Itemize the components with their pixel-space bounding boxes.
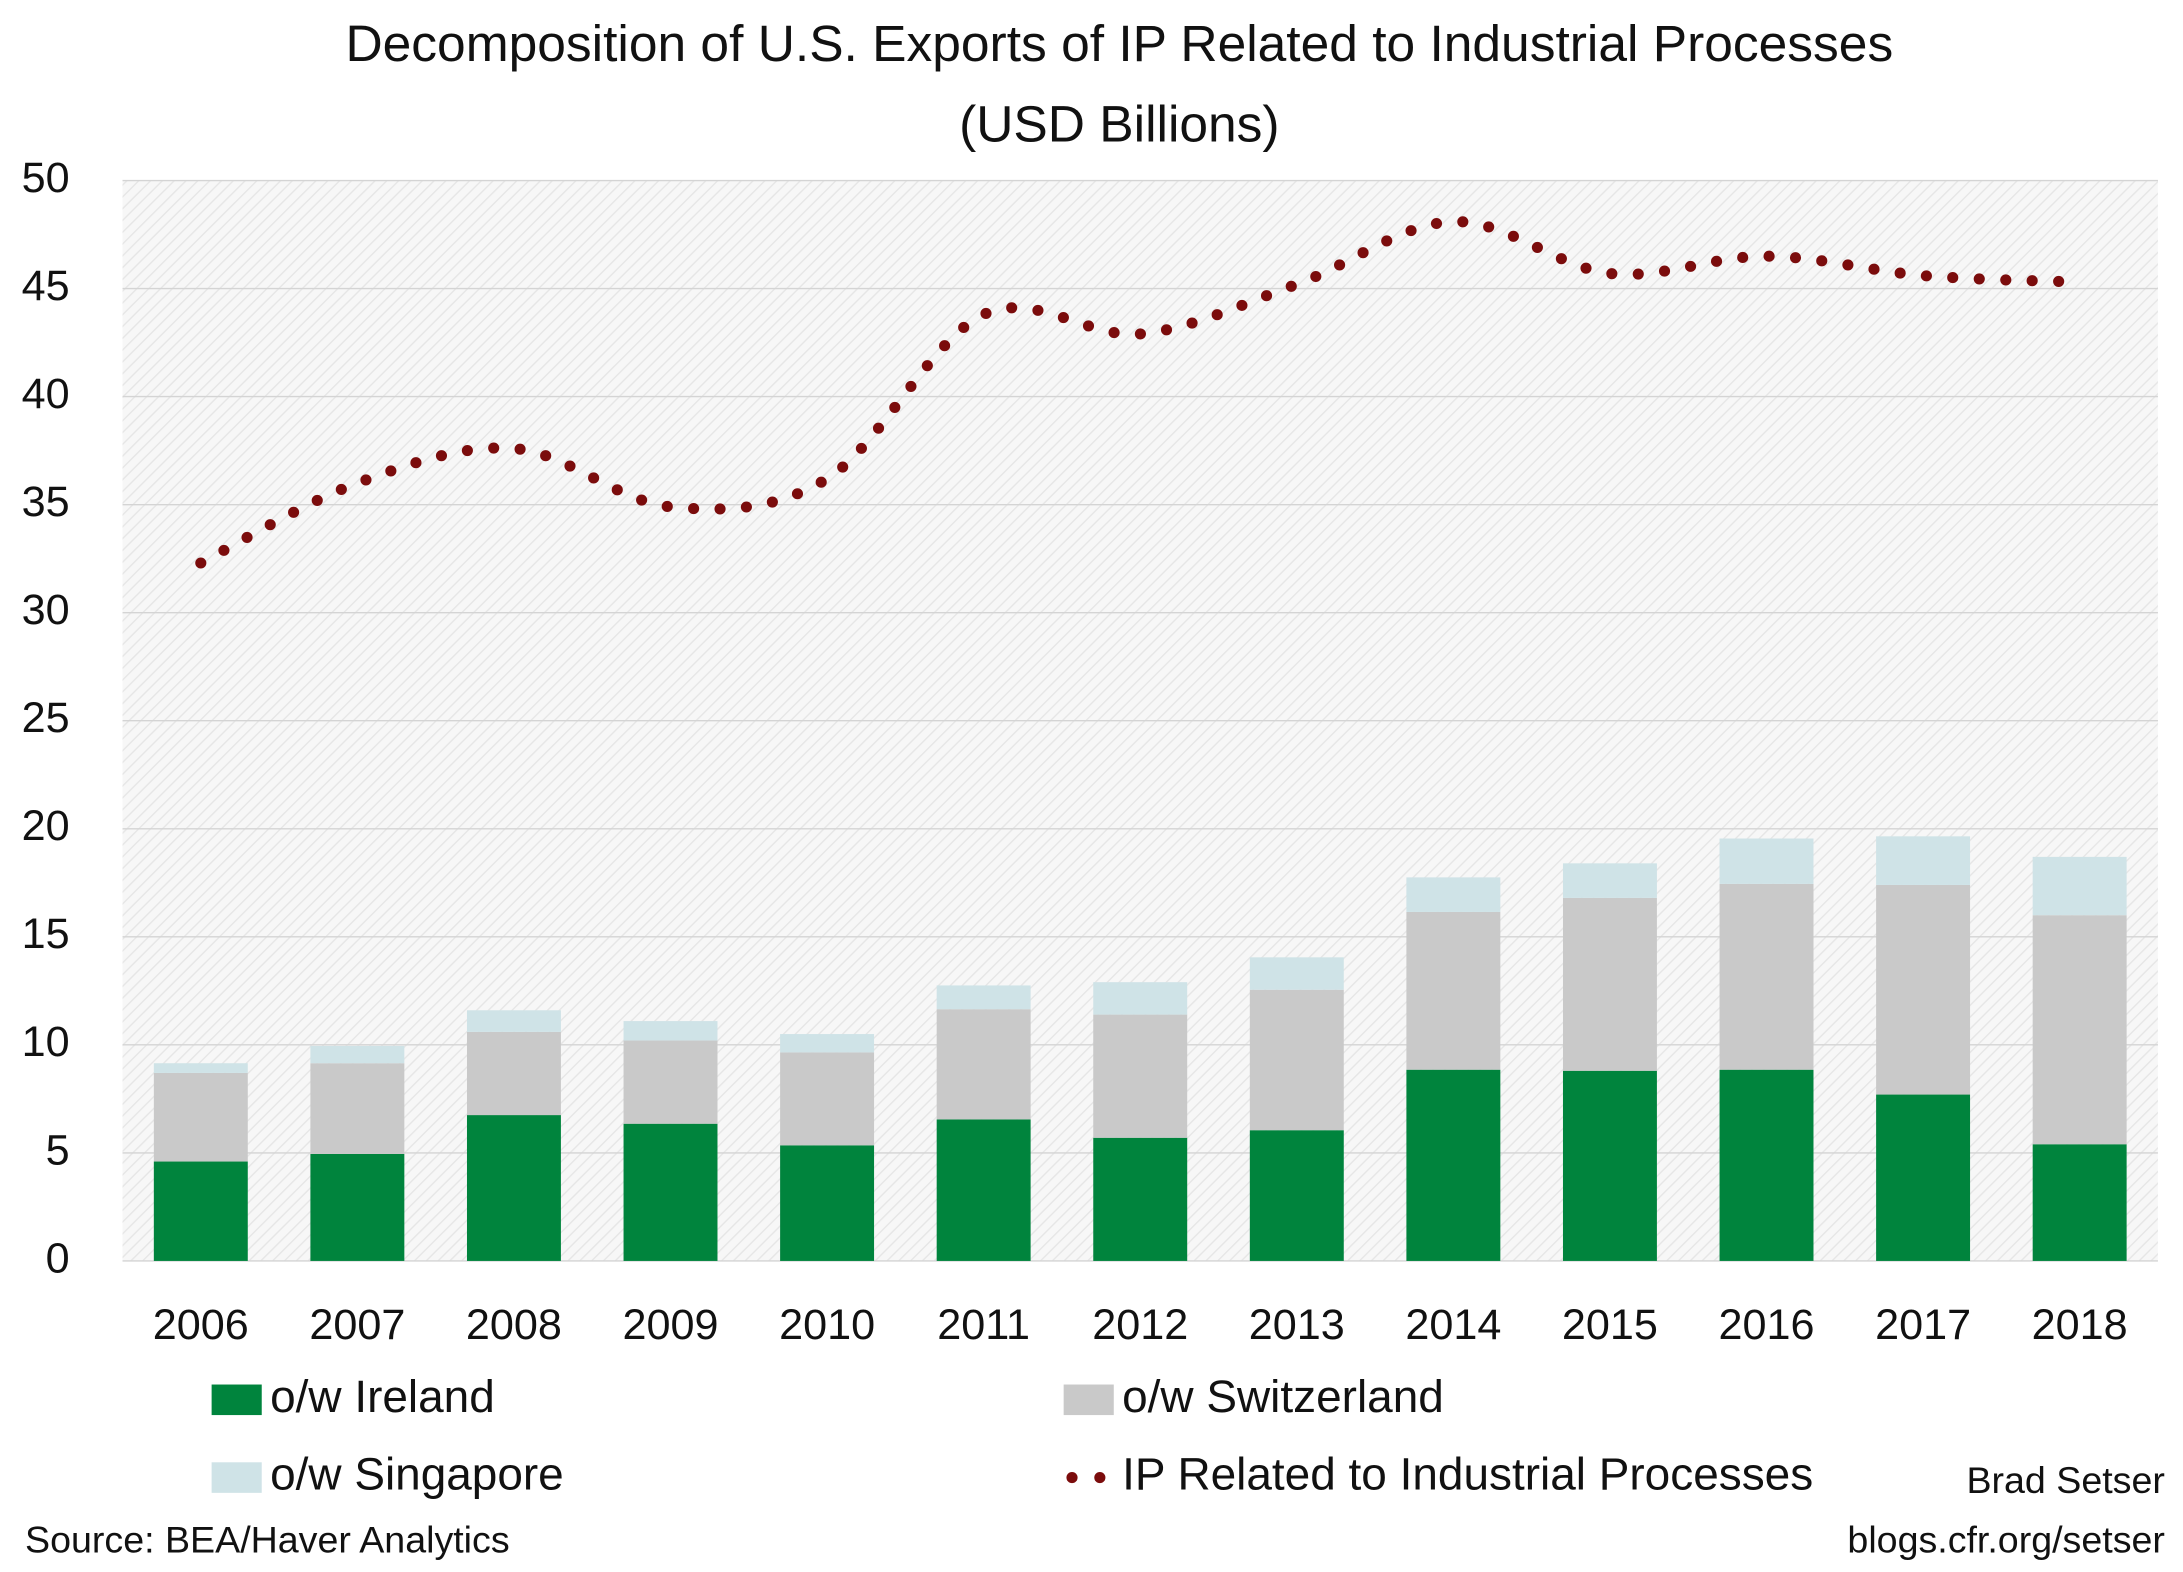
bar — [780, 1052, 875, 1146]
y-tick-label: 25 — [22, 694, 70, 742]
bar — [1406, 911, 1501, 1070]
bar — [780, 1034, 875, 1053]
bar — [1249, 1130, 1344, 1261]
bar — [1562, 1070, 1657, 1261]
legend-swatch — [211, 1462, 262, 1493]
bar — [1093, 1014, 1188, 1138]
bar — [310, 1153, 405, 1261]
x-tick-label: 2010 — [779, 1301, 875, 1349]
bar — [466, 1115, 561, 1261]
legend-swatch — [211, 1384, 262, 1416]
x-tick-label: 2015 — [1562, 1301, 1658, 1349]
bar — [623, 1021, 718, 1041]
x-tick-label: 2016 — [1719, 1301, 1815, 1349]
bar — [1876, 1094, 1971, 1261]
bar — [153, 1072, 248, 1162]
bar — [780, 1145, 875, 1261]
bar — [1093, 982, 1188, 1015]
bar — [310, 1063, 405, 1154]
bar — [153, 1161, 248, 1261]
bar — [1249, 957, 1344, 990]
legend-marker — [1066, 1472, 1078, 1484]
website: blogs.cfr.org/setser — [1847, 1519, 2164, 1561]
x-tick-label: 2007 — [309, 1301, 405, 1349]
y-tick-label: 5 — [46, 1126, 70, 1174]
bar — [936, 1009, 1031, 1120]
y-tick-label: 35 — [22, 478, 70, 526]
legend-label: o/w Switzerland — [1122, 1370, 1444, 1422]
bar — [1719, 883, 1814, 1070]
y-tick-label: 20 — [22, 802, 70, 850]
bar — [1562, 897, 1657, 1071]
bar — [1406, 877, 1501, 912]
bar — [153, 1063, 248, 1073]
bar — [1406, 1069, 1501, 1261]
y-tick-label: 30 — [22, 586, 70, 634]
bar — [1876, 836, 1971, 885]
y-tick-label: 45 — [22, 262, 70, 310]
author: Brad Setser — [1966, 1459, 2164, 1501]
x-tick-label: 2013 — [1249, 1301, 1345, 1349]
bar — [1876, 884, 1971, 1095]
bar — [936, 1119, 1031, 1261]
x-tick-label: 2018 — [2032, 1301, 2128, 1349]
y-tick-label: 40 — [22, 370, 70, 418]
x-tick-label: 2006 — [153, 1301, 249, 1349]
bar — [1562, 863, 1657, 898]
bar — [1719, 1069, 1814, 1261]
bar — [466, 1010, 561, 1032]
source: Source: BEA/Haver Analytics — [25, 1519, 510, 1561]
x-tick-label: 2011 — [937, 1301, 1030, 1349]
bar — [623, 1123, 718, 1261]
bar — [1093, 1137, 1188, 1261]
x-tick-label: 2014 — [1405, 1301, 1501, 1349]
bar — [466, 1031, 561, 1116]
bar — [1249, 989, 1344, 1131]
bar — [936, 985, 1031, 1010]
legend-label: o/w Singapore — [270, 1448, 564, 1500]
legend-label: IP Related to Industrial Processes — [1122, 1448, 1813, 1500]
chart-subtitle: (USD Billions) — [959, 94, 1280, 152]
bar — [2032, 856, 2127, 916]
x-tick-label: 2009 — [623, 1301, 719, 1349]
legend-marker — [1094, 1472, 1106, 1484]
bar — [2032, 915, 2127, 1145]
bar — [2032, 1144, 2127, 1261]
legend-swatch — [1063, 1384, 1114, 1416]
y-tick-label: 50 — [22, 154, 70, 202]
x-tick-label: 2008 — [466, 1301, 562, 1349]
legend-label: o/w Ireland — [270, 1370, 495, 1422]
x-tick-label: 2012 — [1092, 1301, 1188, 1349]
y-tick-label: 10 — [22, 1018, 70, 1066]
x-tick-label: 2017 — [1875, 1301, 1971, 1349]
bar — [623, 1040, 718, 1124]
y-tick-label: 15 — [22, 910, 70, 958]
bar — [1719, 838, 1814, 884]
bar — [310, 1045, 405, 1064]
chart-title: Decomposition of U.S. Exports of IP Rela… — [345, 14, 1893, 72]
y-tick-label: 0 — [46, 1234, 70, 1282]
